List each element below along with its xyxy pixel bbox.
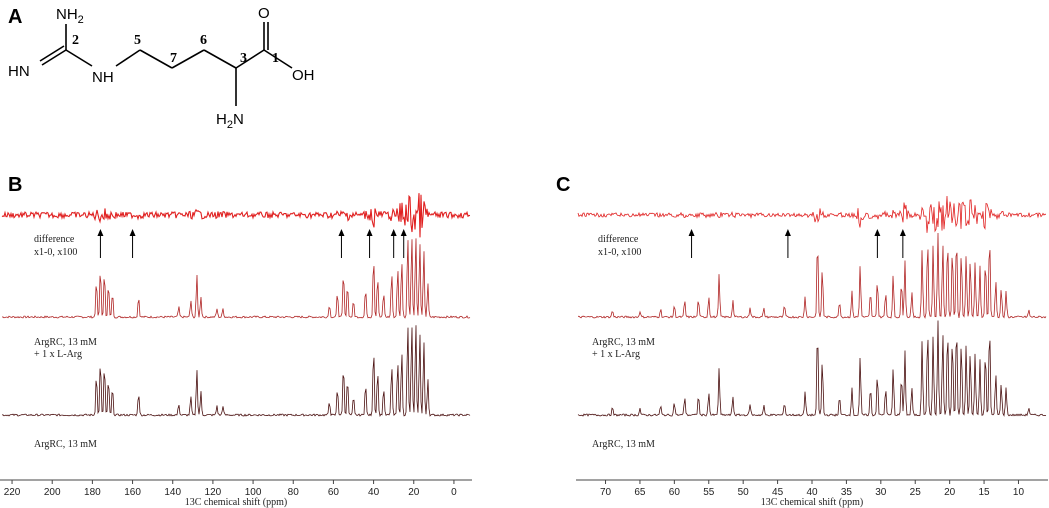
- panel-letter-b: B: [8, 174, 23, 196]
- carbon-number-5: 5: [134, 33, 141, 48]
- arrow-head-c-0: [688, 229, 695, 236]
- traces-c: [577, 195, 1047, 417]
- label-bottom-spectrum-c: ArgRC, 13 mM: [592, 439, 655, 450]
- x-tick-label-c-45: 45: [772, 487, 784, 498]
- label-difference-scale-c: x1-0, x100: [598, 247, 641, 258]
- x-tick-label-c-50: 50: [738, 487, 750, 498]
- panel-letter-c: C: [556, 174, 571, 196]
- middle-spectrum-trace-c: [578, 232, 1047, 319]
- arrow-head-b-5: [400, 229, 407, 236]
- label-difference-c: difference: [598, 234, 639, 245]
- x-tick-label-b-220: 220: [4, 487, 21, 498]
- atom-o: O: [258, 5, 270, 22]
- x-tick-label-b-40: 40: [368, 487, 380, 498]
- arrow-head-b-3: [366, 229, 373, 236]
- x-tick-label-c-25: 25: [910, 487, 922, 498]
- x-tick-label-c-30: 30: [875, 487, 887, 498]
- label-difference-scale-b: x1-0, x100: [34, 247, 77, 258]
- middle-spectrum-trace-b: [1, 238, 471, 319]
- x-tick-label-c-70: 70: [600, 487, 612, 498]
- x-tick-label-c-15: 15: [978, 487, 990, 498]
- atom-oh: OH: [292, 67, 315, 84]
- x-tick-label-b-0: 0: [451, 487, 457, 498]
- atom-hn: HN: [8, 63, 30, 80]
- difference-trace-b: [1, 193, 471, 238]
- carbon-number-6: 6: [200, 33, 207, 48]
- arrows-b: [97, 229, 407, 258]
- spectrum-panel-b: 220 200 180 160 140 120 100 80 60 40 20 0 13C chemi…: [0, 193, 472, 508]
- bottom-spectrum-trace-b: [1, 325, 471, 418]
- x-tick-label-c-60: 60: [669, 487, 681, 498]
- x-tick-label-c-40: 40: [806, 487, 818, 498]
- difference-trace-c: [577, 195, 1047, 233]
- x-tick-label-c-10: 10: [1013, 487, 1025, 498]
- x-tick-label-b-80: 80: [288, 487, 300, 498]
- arrow-head-b-4: [390, 229, 397, 236]
- x-tick-label-c-65: 65: [634, 487, 646, 498]
- x-tick-label-b-140: 140: [164, 487, 181, 498]
- arginine-structure: NH2 HN NH O OH H2N 2 5 7 6 3 1: [8, 5, 315, 131]
- x-tick-label-c-55: 55: [703, 487, 715, 498]
- carbon-number-7: 7: [170, 51, 177, 66]
- x-tick-label-b-200: 200: [44, 487, 61, 498]
- atom-h2n: H2N: [216, 111, 244, 131]
- x-tick-label-b-60: 60: [328, 487, 340, 498]
- x-ticks-c: 70 65 60 55 50 45 40 35 30 25 20 15 10: [600, 480, 1025, 498]
- x-ticks-b: 220 200 180 160 140 120 100 80 60 40 20 0: [4, 480, 457, 498]
- arrow-head-c-2: [874, 229, 881, 236]
- arrow-head-c-1: [784, 229, 791, 236]
- arrow-head-b-1: [129, 229, 136, 236]
- carbon-number-2: 2: [72, 33, 79, 48]
- x-tick-label-b-100: 100: [245, 487, 262, 498]
- label-middle-spectrum-c: ArgRC, 13 mM: [592, 337, 655, 348]
- label-middle-spectrum-b: ArgRC, 13 mM: [34, 337, 97, 348]
- carbon-number-3: 3: [240, 51, 247, 66]
- spectrum-panel-c: 70 65 60 55 50 45 40 35 30 25 20 15 10 13C chemical …: [576, 195, 1048, 508]
- x-axis-label-c: 13C chemical shift (ppm): [761, 497, 863, 508]
- atom-nh2-top: NH2: [56, 6, 84, 26]
- carbon-number-1: 1: [272, 51, 279, 66]
- label-middle-spectrum-line2-b: + 1 x L-Arg: [34, 349, 82, 360]
- arrows-c: [688, 229, 906, 258]
- x-axis-label-b: 13C chemical shift (ppm): [185, 497, 287, 508]
- arrow-head-b-2: [338, 229, 345, 236]
- panel-letter-a: A: [8, 6, 23, 28]
- bottom-spectrum-trace-c: [577, 320, 1047, 417]
- label-difference-b: difference: [34, 234, 75, 245]
- x-tick-label-b-120: 120: [205, 487, 222, 498]
- atom-nh: NH: [92, 69, 114, 86]
- x-tick-label-b-20: 20: [408, 487, 420, 498]
- x-tick-label-c-35: 35: [841, 487, 853, 498]
- traces-b: [1, 193, 471, 418]
- x-tick-label-c-20: 20: [944, 487, 956, 498]
- label-bottom-spectrum-b: ArgRC, 13 mM: [34, 439, 97, 450]
- x-tick-label-b-180: 180: [84, 487, 101, 498]
- molecule-bonds: [39, 22, 293, 106]
- arrow-head-c-3: [899, 229, 906, 236]
- x-tick-label-b-160: 160: [124, 487, 141, 498]
- arrow-head-b-0: [97, 229, 104, 236]
- label-middle-spectrum-line2-c: + 1 x L-Arg: [592, 349, 640, 360]
